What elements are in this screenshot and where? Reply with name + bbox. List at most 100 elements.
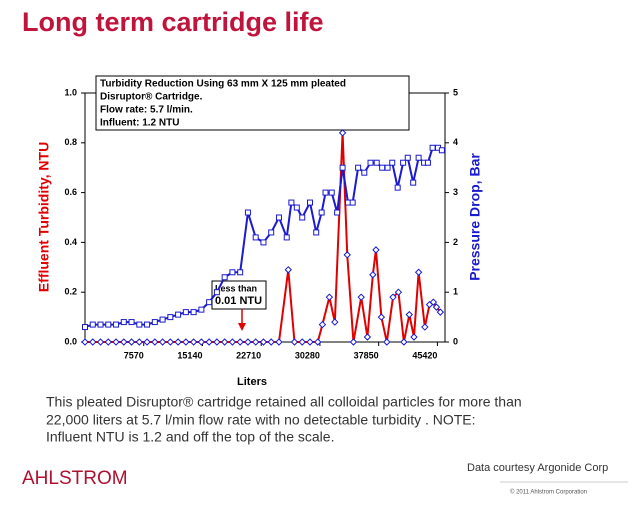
annotation-line: Disruptor® Cartridge. (100, 92, 203, 103)
point (349, 338, 358, 346)
annotation-line: Flow rate: 5.7 l/min. (100, 105, 193, 116)
point (89, 321, 96, 328)
point (343, 251, 351, 259)
point (96, 338, 105, 346)
point (339, 164, 346, 171)
credit: Data courtesy Argonide Corp (467, 462, 608, 474)
point (190, 309, 197, 316)
caption-line: This pleated Disruptor® cartridge retain… (46, 394, 522, 410)
point (97, 321, 104, 328)
point (182, 309, 189, 316)
point (394, 184, 401, 191)
point (361, 169, 368, 176)
point (198, 306, 205, 313)
point (349, 199, 356, 206)
point (307, 199, 313, 206)
point (338, 129, 347, 137)
y-tick-label: 0.0 (64, 336, 77, 346)
point (143, 338, 151, 346)
annotation-line: Influent: 1.2 NTU (100, 118, 179, 129)
point (213, 338, 221, 346)
point (244, 209, 251, 216)
y-tick-label: 0.6 (64, 187, 77, 197)
x-tick-label: 22710 (236, 350, 261, 360)
point (158, 338, 167, 346)
y-tick-label: 0.2 (64, 287, 77, 297)
point (331, 318, 339, 326)
y2-tick-label: 5 (453, 87, 458, 97)
point (175, 311, 182, 318)
point (314, 338, 322, 346)
point (105, 321, 112, 328)
point (120, 338, 128, 346)
point (400, 159, 407, 166)
point (318, 320, 327, 329)
point (275, 214, 282, 221)
point (197, 338, 206, 346)
point (389, 159, 396, 166)
point (328, 189, 335, 196)
y-tick-label: 1.0 (64, 87, 77, 97)
point (357, 293, 365, 301)
point (405, 310, 414, 319)
point (400, 338, 408, 346)
point (313, 229, 320, 236)
point (432, 303, 441, 311)
point (293, 204, 300, 211)
point (415, 154, 422, 161)
copyright: © 2011 Ahlstrom Corporation (510, 489, 587, 496)
point (159, 316, 166, 323)
point (334, 209, 341, 216)
y2-tick-label: 4 (453, 137, 458, 147)
y2-tick-label: 0 (453, 336, 458, 346)
point (369, 271, 377, 279)
point (436, 308, 445, 316)
point (213, 289, 220, 296)
point (151, 319, 158, 326)
point (229, 269, 236, 276)
point (205, 338, 213, 346)
y-axis-label: Effluent Turbidity, NTU (36, 142, 52, 292)
point (252, 234, 259, 241)
point (259, 338, 268, 346)
callout-line: Less than (215, 283, 257, 293)
x-tick-label: 7570 (124, 350, 144, 360)
point (384, 164, 391, 171)
series-line (85, 132, 442, 343)
y2-tick-label: 1 (453, 287, 458, 297)
y-tick-label: 0.4 (64, 237, 77, 247)
point (244, 338, 252, 346)
annotation-line: Turbidity Reduction Using 63 mm X 125 mm… (100, 79, 346, 90)
point (383, 338, 391, 346)
point (325, 293, 334, 301)
point (113, 321, 120, 328)
point (298, 338, 306, 346)
point (318, 209, 325, 216)
logo: AHLSTROM (22, 468, 128, 489)
point (127, 338, 136, 346)
point (363, 333, 372, 341)
point (377, 313, 386, 321)
point (414, 268, 423, 276)
point (367, 159, 374, 166)
point (306, 338, 314, 346)
y-tick-label: 0.8 (64, 137, 77, 147)
point (299, 214, 306, 221)
callout-line: 0.01 NTU (215, 295, 262, 307)
point (379, 164, 386, 171)
caption-line: Influent NTU is 1.2 and off the top of t… (46, 429, 334, 445)
point (275, 338, 283, 346)
point (389, 293, 397, 301)
point (237, 269, 244, 276)
point (120, 319, 127, 326)
point (144, 321, 151, 328)
x-axis-label: Liters (237, 376, 267, 388)
point (251, 338, 260, 346)
x-tick-label: 45420 (412, 350, 437, 360)
point (288, 199, 295, 206)
point (82, 324, 88, 331)
caption-line: 22,000 liters at 5.7 l/min flow rate wit… (46, 412, 476, 428)
point (438, 147, 445, 154)
point (104, 338, 112, 346)
